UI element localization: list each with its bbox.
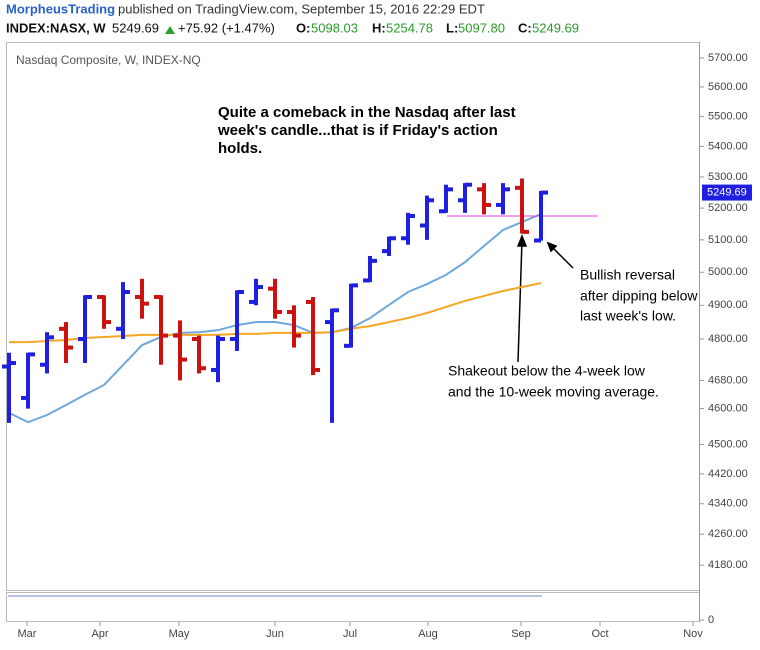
annotation-line: after dipping below (580, 288, 698, 304)
annotation-line: Quite a comeback in the Nasdaq after las… (218, 104, 516, 121)
x-tick-label: Aug (418, 628, 438, 640)
arrow-head (546, 241, 558, 253)
x-tick-label: Nov (683, 628, 703, 640)
y-tick-label: 4260.00 (708, 528, 748, 540)
high-label: H: (372, 20, 386, 35)
low: 5097.80 (458, 20, 505, 35)
y-tick-label: 0 (708, 614, 714, 626)
x-tick-label: Jun (266, 628, 284, 640)
y-tick-label: 5600.00 (708, 81, 748, 93)
y-tick-label: 4180.00 (708, 559, 748, 571)
arrow (517, 239, 523, 363)
last: 5249.69 (112, 20, 159, 35)
author: MorpheusTrading (6, 1, 115, 16)
annotation-line: Bullish reversal (580, 267, 675, 283)
annotation-main: Quite a comeback in the Nasdaq after las… (217, 104, 516, 157)
y-tick-label: 5000.00 (708, 266, 748, 278)
moving-average (8, 213, 542, 424)
y-tick-label: 4600.00 (708, 403, 748, 415)
change: +75.92 (+1.47%) (178, 20, 275, 35)
x-tick-label: Jul (343, 628, 357, 640)
annotation-line: last week's low. (580, 308, 676, 324)
y-tick-label: 5700.00 (708, 52, 748, 64)
arrow-head (516, 233, 528, 247)
y-tick-label: 5500.00 (708, 110, 748, 122)
high: 5254.78 (386, 20, 433, 35)
moving-average (9, 282, 542, 344)
y-tick-label: 5300.00 (708, 171, 748, 183)
chart-title: Nasdaq Composite, W, INDEX-NQ (16, 53, 201, 67)
x-tick-label: Mar (18, 628, 37, 640)
annotation-line: week's candle...that is if Friday's acti… (217, 122, 498, 139)
symbol: INDEX:NASX, W (6, 20, 106, 35)
y-tick-label: 5400.00 (708, 140, 748, 152)
x-tick-label: May (169, 628, 190, 640)
y-tick-label: 5200.00 (708, 202, 748, 214)
close: 5249.69 (532, 20, 579, 35)
y-tick-label: 4340.00 (708, 498, 748, 510)
arrows (516, 233, 574, 363)
close-label: C: (518, 20, 532, 35)
up-arrow (165, 26, 175, 34)
last-price-label: 5249.69 (707, 186, 747, 198)
y-tick-label: 4680.00 (708, 374, 748, 386)
y-tick-label: 4500.00 (708, 438, 748, 450)
y-tick-label: 4800.00 (708, 333, 748, 345)
x-tick-label: Apr (91, 628, 108, 640)
y-tick-label: 4900.00 (708, 299, 748, 311)
arrow (550, 245, 574, 269)
y-tick-label: 4420.00 (708, 468, 748, 480)
annotation-line: and the 10-week moving average. (448, 384, 659, 400)
published: published on TradingView.com, September … (118, 1, 485, 16)
open-label: O: (296, 20, 310, 35)
y-tick-label: 5100.00 (708, 234, 748, 246)
low-label: L: (446, 20, 458, 35)
annotation-line: Shakeout below the 4-week low (448, 363, 646, 379)
open: 5098.03 (311, 20, 358, 35)
annotation-line: holds. (218, 140, 262, 157)
last-price-tag (702, 184, 752, 201)
x-tick-label: Oct (591, 628, 608, 640)
x-tick-label: Sep (511, 628, 531, 640)
